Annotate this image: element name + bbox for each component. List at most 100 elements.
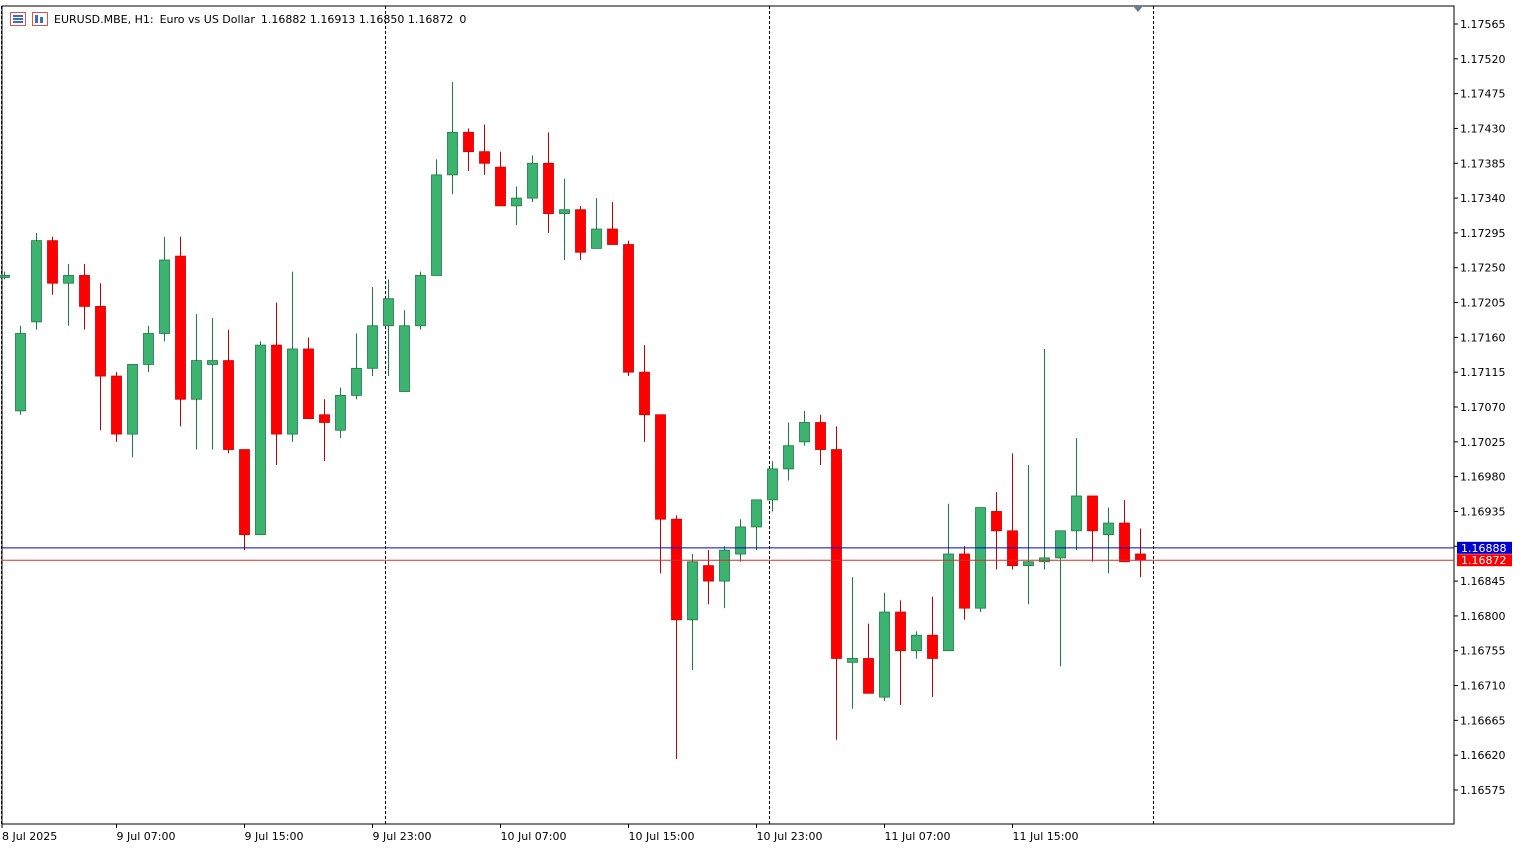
candle-body (687, 561, 698, 621)
candle-body (47, 240, 58, 284)
y-tick-label: 1.16980 (1460, 471, 1506, 484)
candle (271, 302, 282, 466)
list-icon[interactable] (10, 12, 26, 26)
candle-body (207, 360, 218, 365)
volume-value: 0 (459, 12, 467, 26)
candle-body (447, 131, 458, 176)
candle-body (575, 209, 586, 253)
candle-body (751, 499, 762, 528)
y-tick-label: 1.16800 (1460, 610, 1506, 623)
candle (207, 318, 218, 450)
candle (591, 198, 602, 249)
y-tick-label: 1.16620 (1460, 749, 1506, 762)
candle-body (655, 414, 666, 520)
candle-body (863, 658, 874, 694)
candle-body (463, 131, 474, 153)
scroll-marker-icon[interactable] (1133, 6, 1143, 12)
candle (783, 422, 794, 481)
candle (623, 240, 634, 377)
y-tick-label: 1.17250 (1460, 262, 1506, 275)
candle (799, 410, 810, 446)
candle-body (927, 634, 938, 659)
ask-price-tag: 1.16872 (1457, 554, 1512, 567)
x-tick-label: 11 Jul 07:00 (885, 830, 951, 843)
candle (639, 345, 650, 442)
chart-header: EURUSD.MBE, H1: Euro vs US Dollar 1.1688… (10, 10, 466, 28)
candle (511, 186, 522, 226)
candle (959, 546, 970, 620)
candle-body (223, 360, 234, 450)
candle (15, 325, 26, 415)
candle-body (479, 151, 490, 164)
bid-price-tag-bg (1457, 541, 1512, 554)
y-tick-label: 1.16575 (1460, 784, 1506, 797)
candle-body (879, 611, 890, 698)
candle (0, 271, 10, 280)
candle (671, 515, 682, 760)
candle-body (943, 553, 954, 652)
candle-body (1135, 553, 1146, 561)
candle-body (383, 298, 394, 327)
candle-body (831, 449, 842, 659)
candle-body (63, 275, 74, 284)
y-tick-label: 1.17025 (1460, 436, 1506, 449)
candle (991, 492, 1002, 570)
candle (719, 546, 730, 609)
y-tick-label: 1.17070 (1460, 401, 1506, 414)
candle-body (159, 259, 170, 334)
candle-body (1103, 522, 1114, 536)
candle (575, 205, 586, 260)
bid-price-tag: 1.16888 (1457, 541, 1512, 555)
candle (111, 372, 122, 442)
candle (879, 592, 890, 702)
candle (351, 333, 362, 400)
candle (543, 132, 554, 233)
candle-body (815, 422, 826, 450)
chart-window-icon[interactable] (32, 12, 48, 26)
y-tick-label: 1.17115 (1460, 366, 1506, 379)
candle (31, 232, 42, 330)
y-tick-label: 1.17385 (1460, 157, 1506, 170)
candle (255, 341, 266, 536)
x-tick-label: 10 Jul 23:00 (757, 830, 823, 843)
y-tick-label: 1.17295 (1460, 227, 1506, 240)
x-tick-label: 11 Jul 15:00 (1013, 830, 1079, 843)
candle (1103, 507, 1114, 574)
candle (159, 236, 170, 342)
candle-body (719, 549, 730, 582)
candle (223, 329, 234, 454)
candle (831, 426, 842, 740)
y-tick-label: 1.17565 (1460, 18, 1506, 31)
candle (367, 287, 378, 377)
x-tick-label: 10 Jul 15:00 (629, 830, 695, 843)
symbol-label: EURUSD.MBE, H1: (54, 12, 154, 26)
candle (735, 519, 746, 562)
candle (335, 387, 346, 438)
candle (1119, 499, 1130, 563)
candle-body (303, 348, 314, 420)
x-tick-label: 9 Jul 15:00 (245, 830, 304, 843)
candle (943, 503, 954, 652)
candle (687, 554, 698, 671)
candle-body (79, 275, 90, 307)
candle (63, 263, 74, 326)
y-tick-label: 1.17430 (1460, 122, 1506, 135)
candle (127, 364, 138, 458)
candle-body (15, 333, 26, 412)
y-tick-label: 1.16845 (1460, 575, 1506, 588)
ask-price-tag-label: 1.16872 (1461, 554, 1507, 567)
candle-body (127, 364, 138, 435)
y-tick-label: 1.16710 (1460, 680, 1506, 693)
candle-body (1119, 522, 1130, 563)
candle (847, 577, 858, 709)
candle (607, 201, 618, 245)
candle (319, 399, 330, 462)
plot-area[interactable] (1, 5, 1455, 825)
y-tick-label: 1.17160 (1460, 331, 1506, 344)
x-tick-label: 9 Jul 23:00 (373, 830, 432, 843)
candle-body (511, 197, 522, 207)
ask-price-tag-bg (1457, 554, 1512, 567)
candle-body (767, 468, 778, 501)
day-separators (1, 6, 1154, 824)
